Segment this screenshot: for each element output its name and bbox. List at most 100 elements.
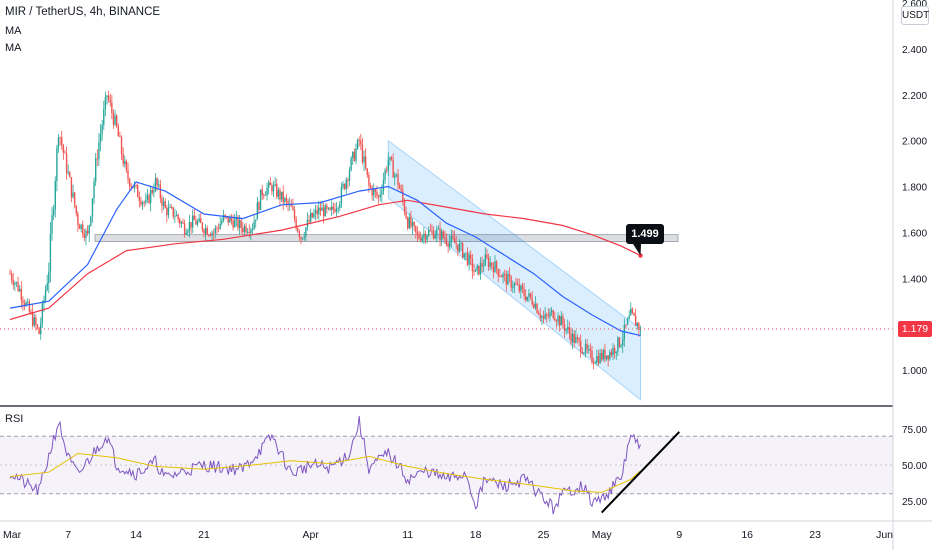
candle-body [415, 225, 417, 232]
candle-body [242, 227, 244, 233]
price-tick-label: 1.800 [902, 183, 927, 194]
candle-body [187, 230, 189, 234]
candle-body [618, 337, 621, 347]
support-zone [94, 234, 679, 242]
candle-body [512, 287, 514, 288]
candle-body [360, 140, 362, 145]
candle-body [256, 202, 259, 220]
candle-body [159, 184, 162, 199]
candle-body [327, 207, 330, 209]
candle-body [631, 308, 634, 313]
candle-body [217, 228, 220, 230]
candle-body [332, 206, 335, 210]
candle-body [23, 302, 26, 306]
time-tick-label: 25 [538, 529, 550, 541]
candle-body [78, 225, 81, 230]
candle-body [284, 198, 286, 203]
candle-body [17, 282, 19, 291]
candle-body [206, 228, 208, 235]
candle-body [276, 183, 278, 197]
candle-body [526, 296, 529, 301]
candle-body [355, 148, 357, 161]
candle-body [381, 191, 383, 195]
candle-body [138, 197, 141, 201]
candle-body [533, 304, 535, 308]
candle-body [311, 212, 314, 218]
currency-unit-button[interactable]: USDT [901, 6, 929, 25]
candle-body [232, 220, 234, 228]
candle-body [145, 199, 147, 203]
candle-body [122, 153, 124, 165]
candle-body [581, 352, 583, 354]
candle-body [389, 157, 391, 160]
price-tick-label: 1.400 [902, 274, 927, 285]
ma-slow-legend[interactable]: MA [5, 42, 22, 54]
candle-body [90, 216, 92, 226]
candle-body [342, 184, 344, 188]
candle-body [120, 136, 123, 154]
candle-body [198, 218, 200, 222]
price-tick-label: 2.000 [902, 137, 927, 148]
rsi-legend[interactable]: RSI [5, 413, 24, 425]
candle-body [203, 230, 205, 234]
time-tick-label: Apr [303, 529, 320, 541]
candle-body [523, 289, 525, 297]
candle-body [73, 192, 76, 206]
candle-body [209, 234, 212, 236]
candle-body [373, 189, 375, 196]
candle-body [106, 95, 108, 97]
callout-pointer [633, 244, 641, 256]
candle-body [550, 310, 553, 313]
candle-body [478, 265, 480, 275]
candle-body [64, 152, 66, 154]
candle-body [515, 283, 517, 285]
candle-body [229, 217, 231, 223]
candle-body [69, 172, 71, 178]
candle-body [174, 216, 176, 217]
candle-body [264, 195, 267, 196]
ma-fast-legend[interactable]: MA [5, 25, 22, 37]
candle-body [240, 220, 242, 228]
candle-body [369, 185, 372, 188]
candle-body [465, 252, 467, 254]
candle-body [180, 222, 183, 224]
candle-body [193, 215, 195, 221]
candle-body [101, 124, 103, 134]
rsi-tick-label: 50.00 [902, 461, 927, 472]
candle-body [411, 222, 414, 227]
candle-body [421, 236, 423, 241]
candle-body [316, 210, 318, 215]
candle-body [555, 320, 558, 322]
candle-body [374, 189, 377, 192]
candle-body [594, 362, 596, 364]
candle-body [91, 198, 94, 217]
candle-body [408, 216, 411, 229]
candle-body [30, 311, 32, 313]
candle-body [528, 293, 530, 297]
candle-body [531, 297, 533, 305]
candle-body [119, 136, 121, 138]
candle-body [321, 207, 323, 211]
candle-body [271, 185, 273, 192]
candle-body [439, 228, 441, 240]
candle-body [227, 216, 229, 223]
candle-body [607, 355, 609, 360]
candle-body [453, 238, 456, 243]
candle-body [495, 261, 498, 270]
candle-body [61, 137, 63, 146]
candle-body [361, 144, 364, 163]
candle-body [626, 318, 629, 325]
candle-body [28, 301, 31, 312]
candle-body [560, 316, 562, 326]
time-tick-label: Mar [3, 529, 22, 541]
candle-body [22, 300, 24, 303]
candle-body [167, 207, 170, 216]
candle-body [562, 316, 564, 325]
candle-body [116, 115, 118, 127]
candle-body [297, 228, 299, 232]
candle-body [541, 316, 543, 318]
time-tick-label: 18 [470, 529, 482, 541]
candle-body [269, 182, 271, 186]
